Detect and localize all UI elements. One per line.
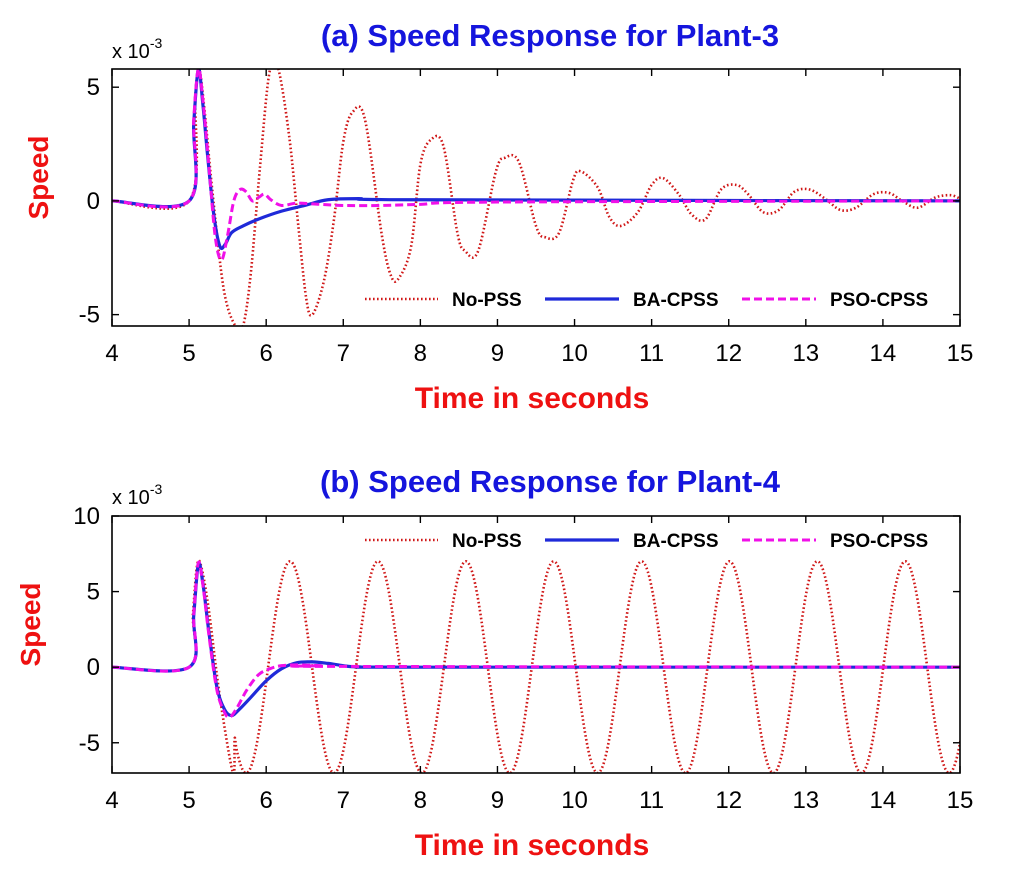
x-tick-label: 8 [414,340,427,367]
y-tick-label: 0 [87,188,100,215]
y-tick-label: 10 [73,503,100,530]
legend-label: No-PSS [452,290,522,311]
y-tick-label: -5 [79,730,100,757]
x-tick-label: 8 [414,787,427,814]
chart-title: (b) Speed Response for Plant-4 [320,464,781,499]
x-tick-label: 7 [337,787,350,814]
legend-label: PSO-CPSS [830,290,928,311]
x-tick-label: 15 [947,340,974,367]
x-tick-label: 10 [561,787,588,814]
x-tick-label: 4 [105,340,118,367]
legend: No-PSS BA-CPSS PSO-CPSS [365,531,928,552]
x-tick-label: 12 [715,787,742,814]
legend-label: BA-CPSS [633,531,719,552]
x-tick-label: 5 [182,340,195,367]
x-tick-label: 6 [260,787,273,814]
x-tick-label: 4 [105,787,118,814]
x-tick-label: 11 [639,787,664,814]
axis-multiplier-exponent: -3 [150,35,163,51]
x-axis-label: Time in seconds [415,829,650,862]
x-tick-label: 5 [182,787,195,814]
series-line-pso-cpss [112,69,960,262]
series-line-ba-cpss [112,69,960,251]
x-tick-label: 13 [792,787,819,814]
x-tick-label: 12 [715,340,742,367]
axis-multiplier: x 10-3 [112,481,162,509]
legend-label: BA-CPSS [633,290,719,311]
x-tick-label: 15 [947,787,974,814]
y-tick-label: -5 [79,302,100,329]
chart-panel-a: (a) Speed Response for Plant-3 x 10-3 4 5 6 7… [23,18,973,415]
axis-multiplier-exponent: -3 [150,481,163,497]
x-tick-label: 9 [491,787,504,814]
x-tick-label: 9 [491,340,504,367]
x-tick-label: 10 [561,340,588,367]
y-axis-label: Speed [23,135,54,219]
x-tick-label: 14 [870,340,897,367]
axes-frame [111,68,961,327]
axis-multiplier-base: x 10 [112,487,150,509]
axes-frame [111,515,961,774]
x-axis-label: Time in seconds [415,382,650,415]
x-tick-label: 11 [639,340,664,367]
y-axis-label: Speed [15,582,46,666]
legend-label: No-PSS [452,531,522,552]
x-tick-label: 6 [260,340,273,367]
y-tick-label: 5 [87,579,100,606]
plot-area [112,558,960,773]
y-tick-label: 5 [87,74,100,101]
x-tick-label: 7 [337,340,350,367]
axis-multiplier: x 10-3 [112,35,162,63]
x-tick-label: 14 [870,787,897,814]
x-tick-label: 13 [792,340,819,367]
legend: No-PSS BA-CPSS PSO-CPSS [365,290,928,311]
chart-panel-b: (b) Speed Response for Plant-4 x 10-3 4 5 6 7… [15,464,973,862]
series-line-no-pss [112,558,960,773]
chart-title: (a) Speed Response for Plant-3 [321,18,779,53]
legend-label: PSO-CPSS [830,531,928,552]
y-tick-label: 0 [87,654,100,681]
axis-multiplier-base: x 10 [112,41,150,63]
series-line-pso-cpss [112,560,960,719]
